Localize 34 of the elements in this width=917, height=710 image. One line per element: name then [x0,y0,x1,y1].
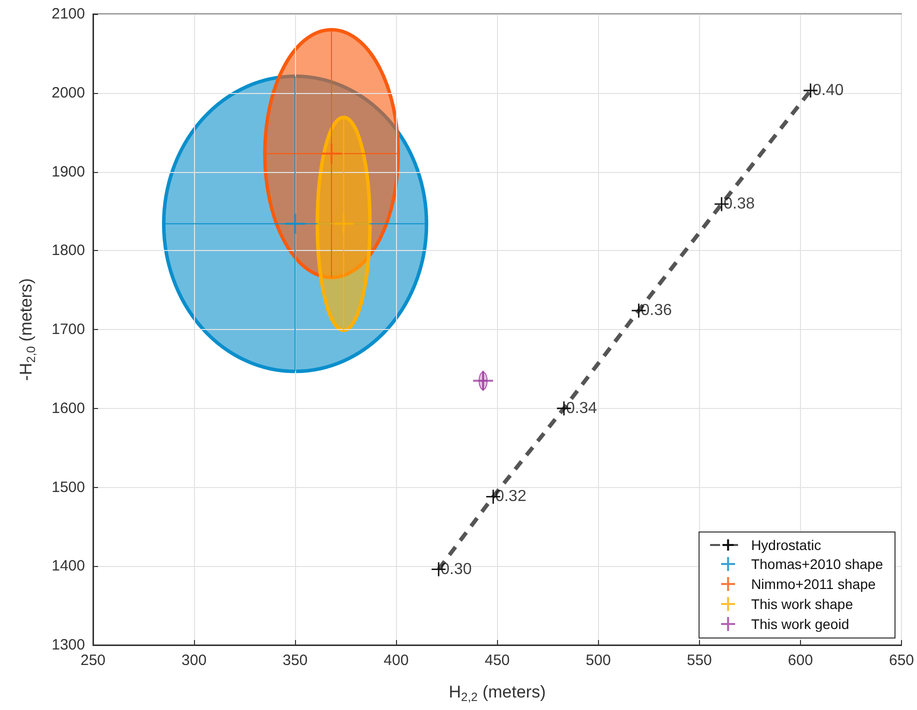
point [332,212,355,235]
point [284,212,306,235]
annotation: 0.40 [812,82,844,100]
x-tick-label: 550 [686,652,712,669]
x-tick-label: 350 [282,652,308,669]
annotation: 0.30 [440,560,472,578]
x-tick-label: 650 [888,652,914,669]
y-tick-label: 1400 [52,558,85,575]
y-tick-label: 1900 [52,163,85,180]
legend-label: This work geoid [751,616,850,632]
x-tick-label: 250 [80,652,106,669]
y-tick-label: 2000 [52,84,85,102]
x-tick-label: 400 [384,652,409,669]
legend-label: Hydrostatic [751,537,822,553]
x-tick-label: 500 [586,652,611,669]
annotation: 0.38 [724,196,755,213]
y-tick-label: 2100 [52,6,85,22]
point [472,370,494,392]
x-tick-label: 450 [484,652,510,669]
legend-label: Thomas+2010 shape [751,556,884,572]
y-tick-label: 1700 [52,321,85,338]
x-tick-label: 300 [182,652,207,669]
annotation: 0.34 [566,400,598,417]
y-tick-label: 1500 [52,478,85,496]
annotation: 0.36 [640,302,672,320]
legend-label: Nimmo+2011 shape [751,576,876,592]
y-tick-label: 1800 [52,242,85,260]
annotation: 0.32 [495,488,526,506]
point [320,142,343,165]
y-tick-label: 1600 [52,400,85,417]
y-axis-title: -H2,0 (meters) [16,278,38,381]
y-tick-label: 1300 [52,636,85,654]
legend-label: This work shape [751,596,854,612]
x-tick-label: 600 [788,652,813,669]
